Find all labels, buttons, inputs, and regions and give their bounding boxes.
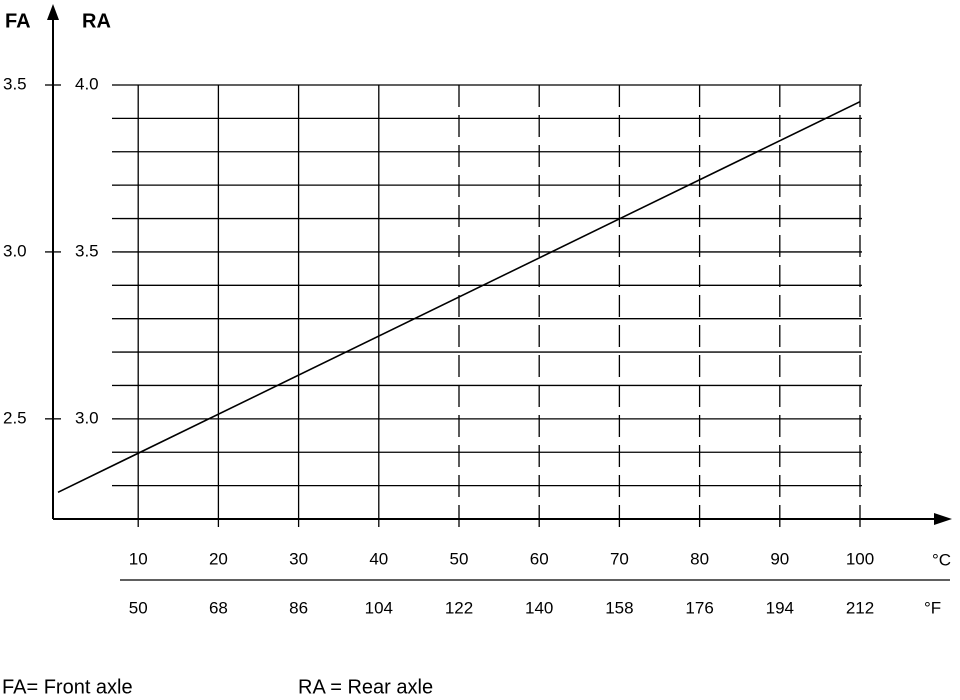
x-tick-label-f: 194 — [766, 598, 794, 617]
x-tick-label-f: 140 — [525, 598, 553, 617]
x-tick-label-f: 50 — [129, 598, 148, 617]
x-tick-label: 40 — [369, 549, 388, 568]
y-tick-label: 2.5 — [3, 408, 27, 427]
x-tick-label-f: 68 — [209, 598, 228, 617]
x-unit-f: °F — [924, 598, 941, 617]
y2-tick-label: 4.0 — [75, 74, 99, 93]
y2-axis-label: RA — [82, 10, 111, 32]
x-tick-label: 30 — [289, 549, 308, 568]
x-tick-label: 90 — [770, 549, 789, 568]
x-tick-label: 100 — [846, 549, 874, 568]
x-tick-label-f: 86 — [289, 598, 308, 617]
x-unit: °C — [932, 550, 951, 569]
y-axis-arrow — [47, 4, 59, 20]
y-tick-label: 3.5 — [3, 74, 27, 93]
x-axis-arrow — [934, 513, 952, 525]
legend-entry: RA = Rear axle — [298, 676, 433, 698]
x-tick-label: 20 — [209, 549, 228, 568]
y2-tick-label: 3.5 — [75, 241, 99, 260]
x-tick-label: 50 — [450, 549, 469, 568]
y2-tick-label: 3.0 — [75, 408, 99, 427]
x-tick-label: 80 — [690, 549, 709, 568]
x-tick-label-f: 104 — [365, 598, 393, 617]
x-tick-label-f: 158 — [605, 598, 633, 617]
y-axis-label: FA — [5, 10, 31, 32]
legend-entry: FA= Front axle — [2, 676, 133, 698]
x-tick-label-f: 212 — [846, 598, 874, 617]
x-tick-label: 60 — [530, 549, 549, 568]
x-tick-label-f: 176 — [685, 598, 713, 617]
data-line — [57, 100, 861, 494]
x-tick-label: 70 — [610, 549, 629, 568]
x-tick-label-f: 122 — [445, 598, 473, 617]
y-tick-label: 3.0 — [3, 241, 27, 260]
x-tick-label: 10 — [129, 549, 148, 568]
